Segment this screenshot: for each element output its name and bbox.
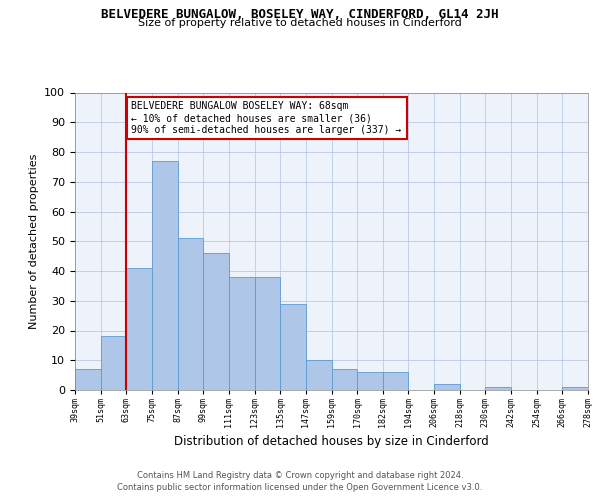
Bar <box>383 372 409 390</box>
Bar <box>331 369 357 390</box>
Bar <box>101 336 127 390</box>
Y-axis label: Number of detached properties: Number of detached properties <box>29 154 39 329</box>
Bar <box>203 253 229 390</box>
Bar <box>306 360 331 390</box>
Text: Contains HM Land Registry data © Crown copyright and database right 2024.
Contai: Contains HM Land Registry data © Crown c… <box>118 471 482 492</box>
Bar <box>127 268 152 390</box>
X-axis label: Distribution of detached houses by size in Cinderford: Distribution of detached houses by size … <box>174 436 489 448</box>
Bar <box>485 387 511 390</box>
Bar <box>152 161 178 390</box>
Bar <box>280 304 306 390</box>
Bar <box>357 372 383 390</box>
Bar <box>75 369 101 390</box>
Bar <box>229 277 254 390</box>
Bar <box>178 238 203 390</box>
Text: Size of property relative to detached houses in Cinderford: Size of property relative to detached ho… <box>138 18 462 28</box>
Text: BELVEDERE BUNGALOW, BOSELEY WAY, CINDERFORD, GL14 2JH: BELVEDERE BUNGALOW, BOSELEY WAY, CINDERF… <box>101 8 499 20</box>
Text: BELVEDERE BUNGALOW BOSELEY WAY: 68sqm
← 10% of detached houses are smaller (36)
: BELVEDERE BUNGALOW BOSELEY WAY: 68sqm ← … <box>131 102 401 134</box>
Bar <box>254 277 280 390</box>
Bar <box>562 387 588 390</box>
Bar <box>434 384 460 390</box>
